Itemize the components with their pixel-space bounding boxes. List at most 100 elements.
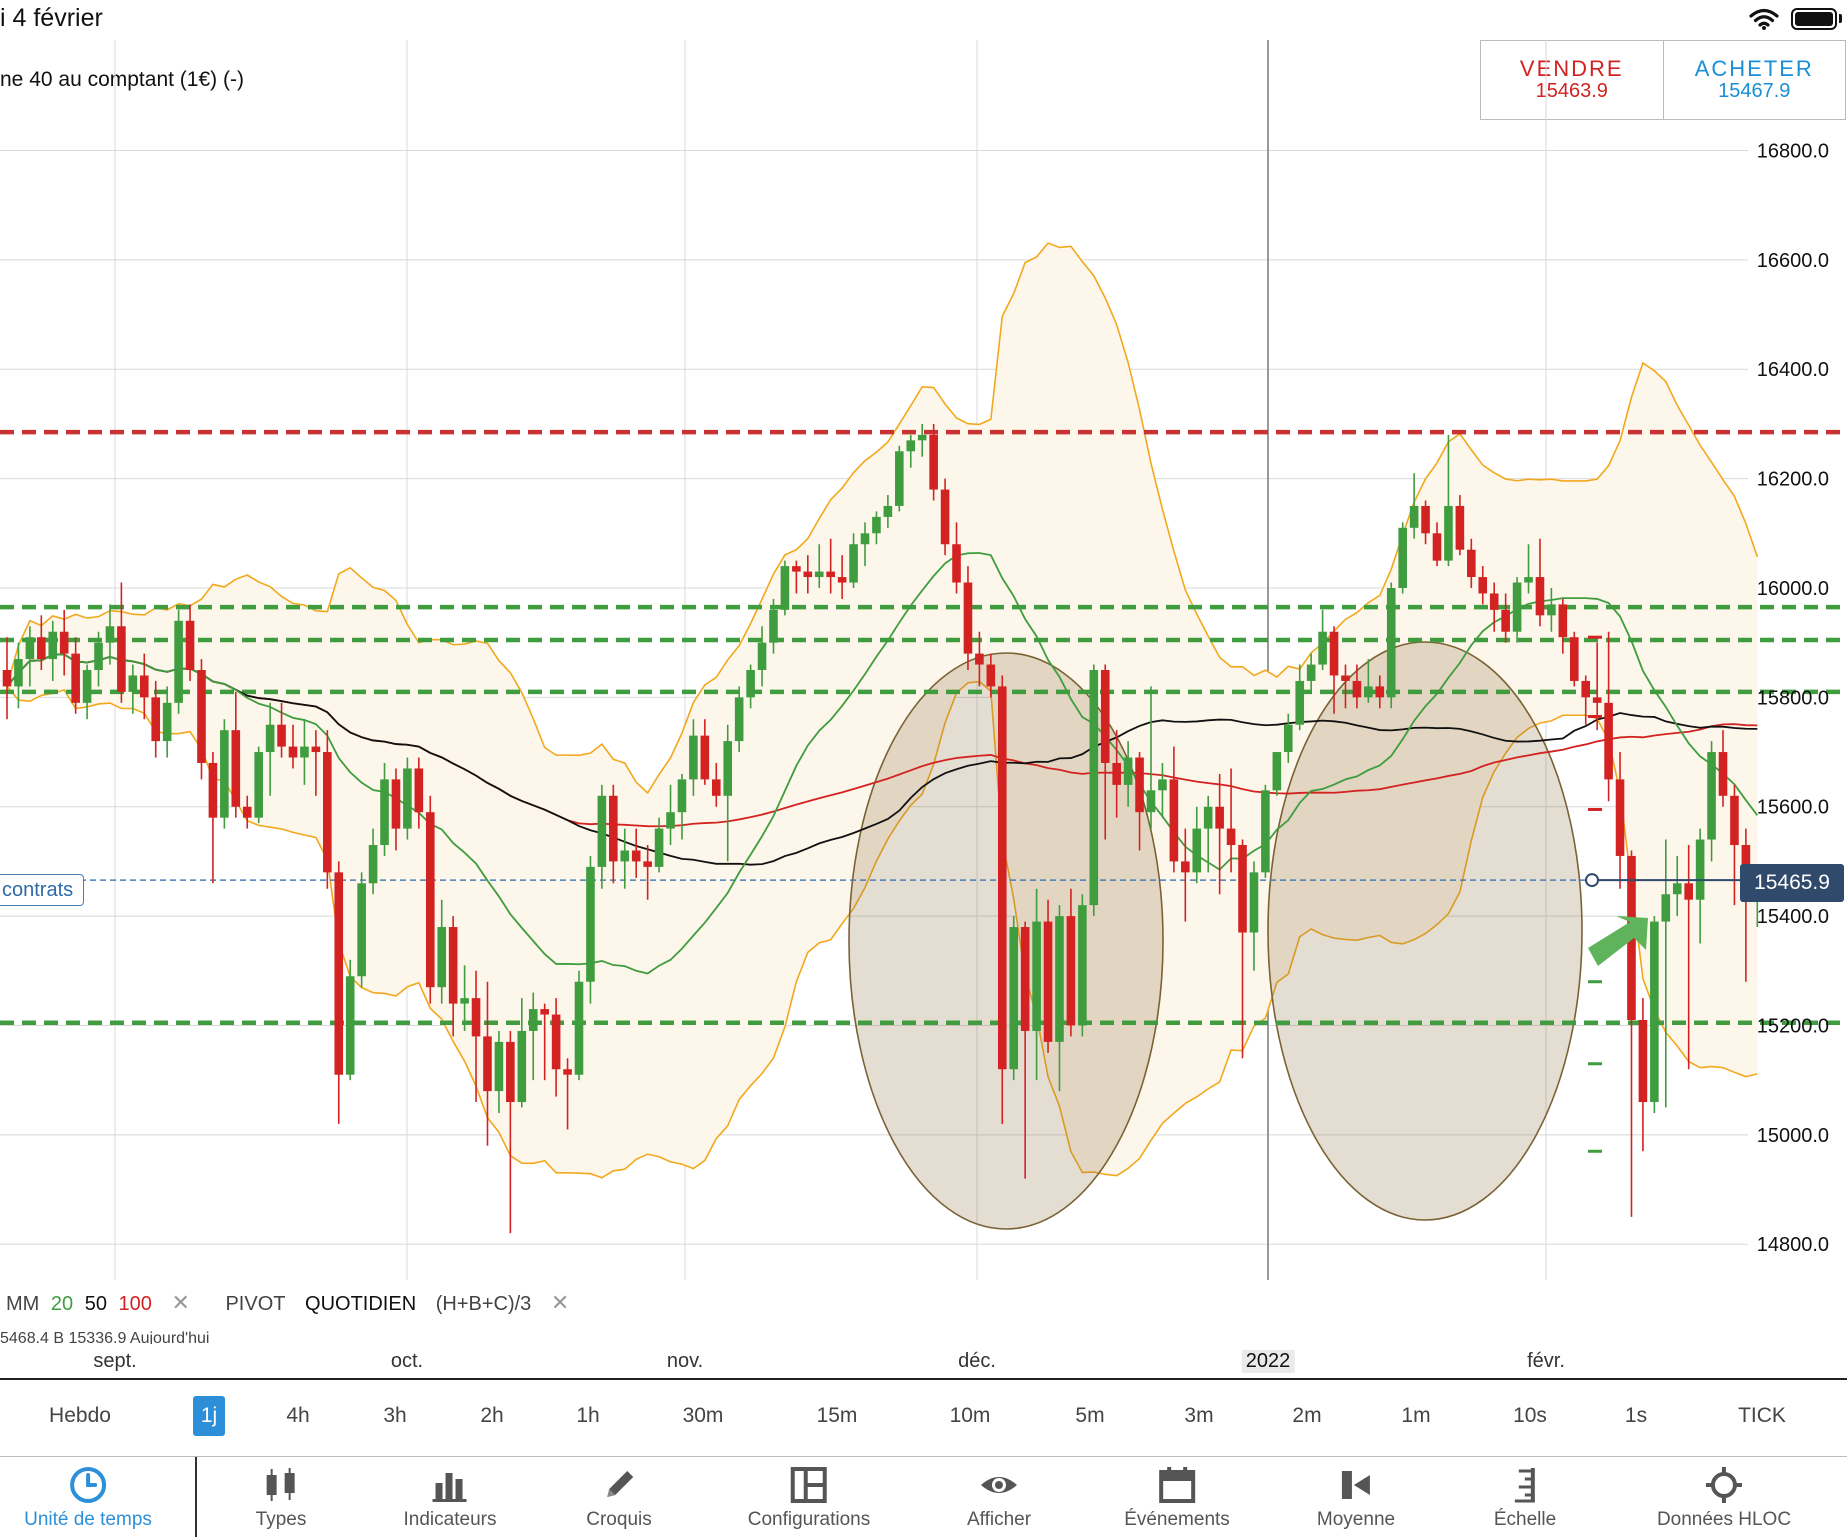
candle-body (1238, 845, 1247, 933)
candle (71, 637, 80, 714)
candle (883, 495, 893, 528)
candle-body (1203, 806, 1213, 829)
candle (1043, 899, 1053, 1053)
candle-body (1009, 927, 1019, 1070)
timeframe-5m[interactable]: 5m (1075, 1404, 1105, 1427)
candle-body (1100, 670, 1110, 763)
candle-body (345, 976, 355, 1075)
timeframe-10m[interactable]: 10m (949, 1404, 991, 1427)
timeframe-1j[interactable]: 1j (193, 1396, 225, 1436)
toolbar-average[interactable]: Moyenne (1317, 1465, 1395, 1531)
layout-icon (791, 1467, 827, 1503)
timeframe-1h[interactable]: 1h (576, 1404, 600, 1427)
candle-body (1318, 631, 1327, 665)
candle (1261, 784, 1270, 878)
timeframe-3h[interactable]: 3h (383, 1404, 407, 1427)
toolbar-display[interactable]: Afficher (967, 1465, 1031, 1531)
candle-body (1329, 631, 1339, 676)
candle-body (757, 642, 767, 671)
candle (139, 653, 149, 720)
timeframe-15m[interactable]: 15m (816, 1404, 858, 1427)
sell-button[interactable]: VENDRE 15463.9 (1481, 41, 1663, 119)
price-chart[interactable]: 16800.0 16600.0 16400.0 16200.0 16000.0 15800… (0, 38, 1847, 1280)
candle (1283, 713, 1293, 763)
candle-body (1684, 883, 1693, 900)
candle (37, 615, 46, 671)
candle-body (860, 533, 870, 545)
timeframe-2h[interactable]: 2h (480, 1404, 504, 1427)
toolbar-scale[interactable]: Échelle (1494, 1465, 1556, 1531)
candle-body (1489, 593, 1499, 610)
timeframe-3m[interactable]: 3m (1184, 1404, 1214, 1427)
toolbar-separator (195, 1457, 197, 1537)
chart-markers (1585, 635, 1740, 1153)
candle (917, 423, 927, 457)
candle (25, 626, 35, 687)
candle-body (380, 779, 389, 846)
toolbar-hloc-data[interactable]: Données HLOC (1657, 1465, 1791, 1531)
candle-body (654, 828, 664, 867)
toolbar-time-unit[interactable]: Unité de temps (24, 1465, 152, 1531)
timeframe-1s[interactable]: 1s (1624, 1404, 1648, 1427)
bollinger-upper (6, 242, 1759, 795)
timeframe-hebdo[interactable]: Hebdo (49, 1404, 111, 1427)
candle-body (586, 866, 595, 982)
candle-body (288, 746, 298, 758)
candle-body (1604, 702, 1613, 780)
candle (1169, 746, 1179, 873)
candle-body (1055, 916, 1064, 1042)
candle (1421, 500, 1430, 545)
candle (563, 1058, 572, 1130)
toolbar-sketch[interactable]: Croquis (586, 1465, 652, 1531)
timeframe-10s[interactable]: 10s (1513, 1404, 1547, 1427)
candle (1215, 773, 1224, 895)
candle (117, 582, 126, 703)
candle-body (574, 981, 584, 1075)
candle (517, 998, 527, 1108)
candle (1238, 839, 1247, 1059)
toolbar-types[interactable]: Types (256, 1465, 306, 1531)
candle (997, 675, 1007, 1124)
candle-body (403, 768, 412, 829)
candle (1638, 998, 1648, 1152)
candle-body (254, 752, 263, 818)
candle (1272, 752, 1282, 796)
remove-ma-icon[interactable]: ✕ (171, 1290, 190, 1315)
candle (792, 560, 801, 594)
candle (357, 872, 366, 988)
date-label: févr. (1527, 1350, 1565, 1372)
timeframe-1m[interactable]: 1m (1401, 1404, 1431, 1427)
toolbar-events[interactable]: Événements (1124, 1465, 1230, 1531)
candle (82, 664, 92, 720)
timeframe-2m[interactable]: 2m (1292, 1404, 1322, 1427)
candle (837, 555, 847, 599)
candle (1615, 752, 1625, 889)
pencil-icon (606, 1471, 633, 1497)
candle (105, 604, 115, 665)
buy-button[interactable]: ACHETER 15467.9 (1662, 41, 1846, 119)
toolbar-indicators[interactable]: Indicateurs (404, 1465, 496, 1531)
candle (1364, 659, 1373, 703)
price-tick-label: 16400.0 (1757, 359, 1829, 381)
pivot-period: QUOTIDIEN (305, 1293, 417, 1315)
candle (1661, 839, 1671, 1108)
candle-body (666, 812, 675, 829)
candle (506, 1030, 515, 1234)
toolbar-configurations[interactable]: Configurations (748, 1465, 870, 1531)
candle-body (1386, 587, 1396, 698)
candle (471, 970, 481, 1103)
candle (1055, 905, 1064, 1092)
candle (723, 724, 733, 862)
candle (1181, 828, 1190, 922)
ma-50-label: 50 (84, 1293, 107, 1315)
date-label: oct. (390, 1350, 424, 1372)
candle-body (711, 779, 721, 796)
price-tick-label: 14800.0 (1757, 1234, 1829, 1256)
position-label[interactable]: contrats (0, 874, 85, 906)
remove-pivot-icon[interactable]: ✕ (550, 1290, 570, 1315)
candle (963, 566, 973, 671)
timeframe-4h[interactable]: 4h (286, 1404, 310, 1427)
toolbar-label: Croquis (586, 1509, 652, 1530)
timeframe-tick[interactable]: TICK (1738, 1404, 1786, 1427)
timeframe-30m[interactable]: 30m (682, 1404, 724, 1427)
